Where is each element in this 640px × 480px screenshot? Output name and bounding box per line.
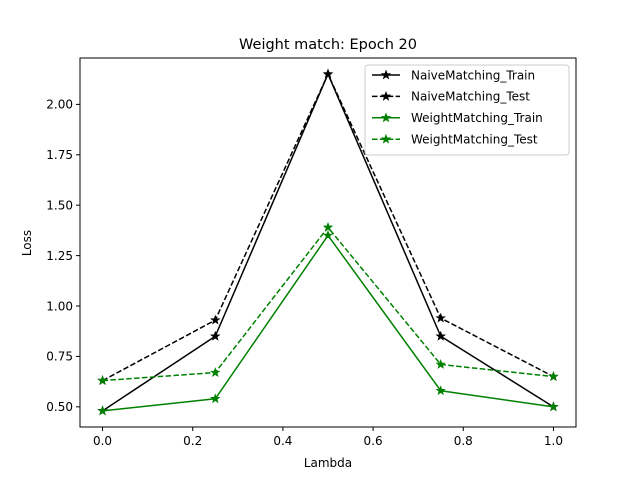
legend-item: NaiveMatching_Train [372, 68, 535, 82]
data-point [435, 312, 446, 323]
legend-label: NaiveMatching_Train [411, 68, 535, 82]
x-tick-label: 0.8 [454, 434, 473, 448]
data-point [435, 385, 446, 396]
y-tick-label: 2.00 [46, 98, 73, 112]
x-tick-label: 0.2 [183, 434, 202, 448]
legend-marker [380, 90, 392, 101]
legend-label: WeightMatching_Test [411, 133, 538, 147]
y-tick-label: 1.00 [46, 299, 73, 313]
data-point [97, 405, 108, 416]
series-WeightMatching_Train [97, 229, 559, 416]
x-tick-label: 0.0 [93, 434, 112, 448]
y-tick-label: 1.75 [46, 148, 73, 162]
legend-marker [380, 133, 392, 144]
series-layer [97, 68, 559, 416]
legend-marker [380, 69, 392, 80]
y-tick-label: 0.75 [46, 350, 73, 364]
data-point [210, 330, 221, 341]
data-point [322, 221, 334, 232]
legend-label: NaiveMatching_Test [411, 90, 530, 104]
x-axis-label: Lambda [304, 456, 352, 470]
legend-item: NaiveMatching_Test [372, 90, 530, 104]
legend-item: WeightMatching_Test [372, 133, 538, 147]
data-point [548, 401, 559, 412]
legend-items: NaiveMatching_Train NaiveMatching_Test Wei… [372, 68, 543, 147]
data-point [97, 375, 108, 386]
data-point [548, 371, 559, 382]
data-point [210, 393, 221, 404]
chart-title: Weight match: Epoch 20 [239, 37, 417, 53]
series-WeightMatching_Test [97, 221, 559, 386]
y-tick-label: 1.25 [46, 249, 73, 263]
legend-label: WeightMatching_Train [411, 111, 543, 125]
y-tick-label: 0.50 [46, 400, 73, 414]
data-point [435, 359, 446, 369]
legend-item: WeightMatching_Train [372, 111, 543, 125]
x-axis-ticks: 0.0 0.2 0.4 0.6 0.8 1.0 [93, 427, 563, 448]
data-point [435, 330, 446, 341]
legend-box [364, 64, 570, 156]
y-axis-label: Loss [20, 230, 34, 256]
data-point [322, 68, 334, 79]
x-tick-label: 0.6 [364, 434, 383, 448]
legend: NaiveMatching_Train NaiveMatching_Test Wei… [364, 64, 570, 156]
x-tick-label: 1.0 [544, 434, 563, 448]
data-point [322, 229, 334, 240]
y-tick-label: 1.50 [46, 198, 73, 212]
x-tick-label: 0.4 [273, 434, 292, 448]
y-axis-ticks: 0.50 0.75 1.00 1.25 1.50 1.75 2.00 [46, 98, 80, 414]
data-point [210, 367, 221, 377]
data-point [210, 314, 221, 325]
legend-marker [380, 112, 392, 123]
plot-frame [79, 57, 577, 428]
